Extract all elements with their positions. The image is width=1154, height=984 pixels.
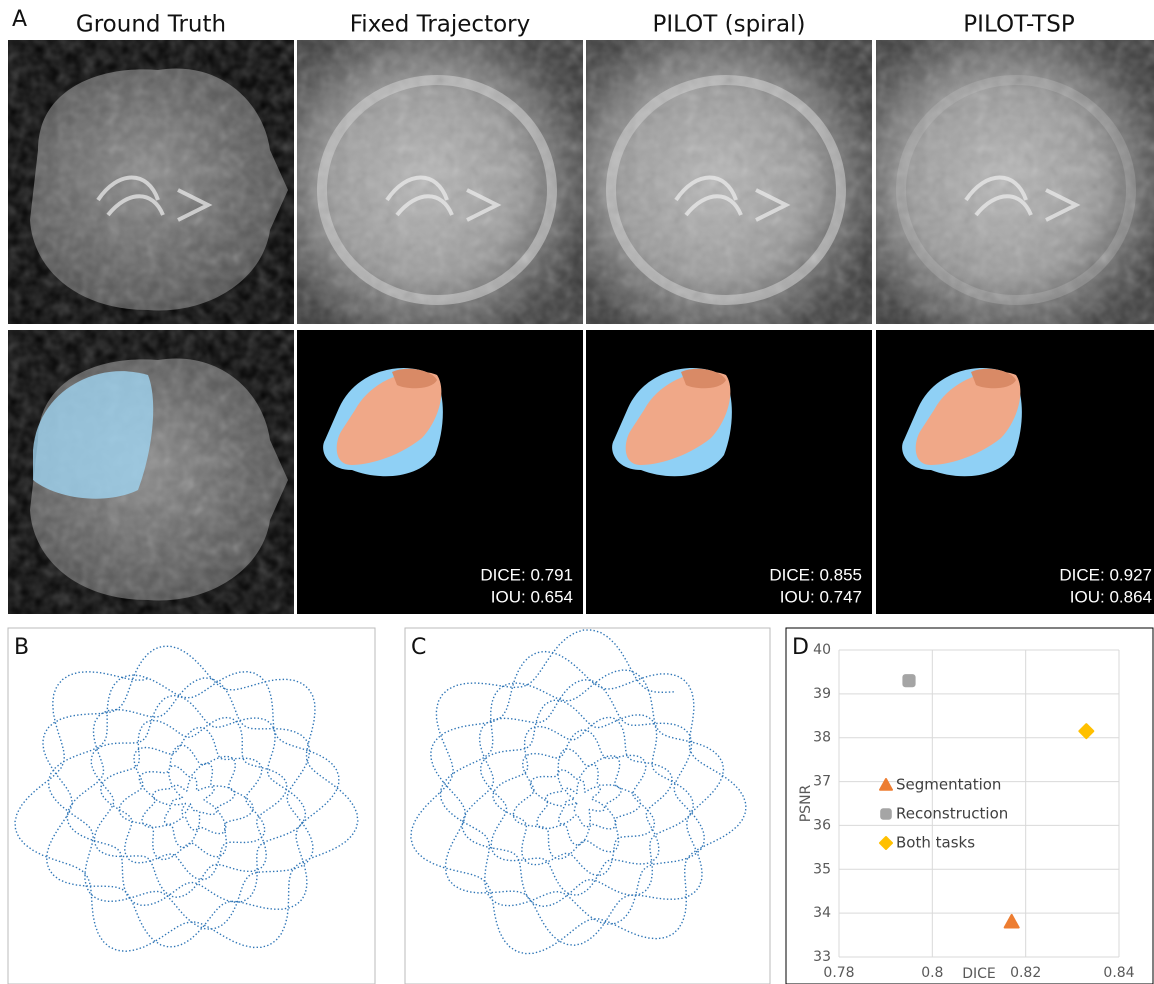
point xyxy=(1078,723,1095,740)
structure xyxy=(964,175,1081,222)
legend-label: Reconstruction xyxy=(896,805,1008,823)
column-title: PILOT-TSP xyxy=(963,12,1075,38)
column-title: Fixed Trajectory xyxy=(350,12,530,38)
x-tick-label: 0.84 xyxy=(1103,965,1134,981)
iou-label: IOU: 0.747 xyxy=(780,587,862,606)
point xyxy=(902,674,916,688)
y-tick-label: 35 xyxy=(813,861,831,877)
image-bg xyxy=(586,330,872,614)
x-axis-label: DICE xyxy=(962,966,996,982)
x-tick-label: 0.78 xyxy=(823,965,854,981)
y-tick-label: 36 xyxy=(813,817,831,833)
pred-mask-dark xyxy=(392,368,437,389)
y-tick-label: 39 xyxy=(813,686,831,702)
pred-mask xyxy=(336,371,442,465)
panel-label: C xyxy=(411,635,426,660)
pred-mask xyxy=(915,371,1021,465)
panel-label: B xyxy=(14,635,29,660)
dice-label: DICE: 0.855 xyxy=(769,565,862,584)
panel-label: D xyxy=(792,635,809,660)
tumor xyxy=(33,371,154,499)
column-title: Ground Truth xyxy=(76,12,226,38)
image-bg xyxy=(297,330,583,614)
image xyxy=(586,40,872,324)
structure xyxy=(674,175,791,222)
pred-mask-dark xyxy=(681,368,726,389)
legend-marker xyxy=(880,808,892,820)
trajectory xyxy=(410,629,747,955)
y-axis-label: PSNR xyxy=(798,784,814,822)
image xyxy=(297,40,583,324)
legend-marker xyxy=(879,778,893,791)
y-tick-label: 38 xyxy=(813,730,831,746)
pred-mask-dark xyxy=(971,368,1016,389)
legend-label: Both tasks xyxy=(896,834,975,852)
panel-label: A xyxy=(12,7,27,32)
segmentation: DICE: 0.855 IOU: 0.747 xyxy=(586,330,872,614)
x-tick-label: 0.82 xyxy=(1010,965,1041,981)
legend-label: Segmentation xyxy=(896,776,1001,794)
legend-marker xyxy=(879,836,893,850)
y-tick-label: 33 xyxy=(813,949,831,965)
panel-frame xyxy=(785,627,1154,984)
column-title: PILOT (spiral) xyxy=(653,12,806,38)
iou-label: IOU: 0.654 xyxy=(491,587,573,606)
segmentation: DICE: 0.791 IOU: 0.654 xyxy=(297,330,583,614)
x-tick-label: 0.8 xyxy=(921,965,943,981)
image xyxy=(876,40,1154,324)
structure xyxy=(385,175,502,222)
segmentation: DICE: 0.927 IOU: 0.864 xyxy=(876,330,1154,614)
iou-label: IOU: 0.864 xyxy=(1070,587,1152,606)
trajectory xyxy=(14,645,359,953)
y-tick-label: 37 xyxy=(813,774,831,790)
y-tick-label: 34 xyxy=(813,905,831,921)
texture xyxy=(297,40,583,324)
dice-label: DICE: 0.927 xyxy=(1059,565,1152,584)
segmentation xyxy=(8,330,294,614)
y-tick-label: 40 xyxy=(813,642,831,658)
image xyxy=(8,40,294,324)
texture xyxy=(8,40,294,324)
panel-frame xyxy=(7,627,376,984)
texture xyxy=(586,40,872,324)
dice-label: DICE: 0.791 xyxy=(480,565,573,584)
point xyxy=(1003,913,1020,929)
pred-mask xyxy=(625,371,731,465)
panel-frame xyxy=(404,627,771,984)
structure xyxy=(96,175,213,222)
